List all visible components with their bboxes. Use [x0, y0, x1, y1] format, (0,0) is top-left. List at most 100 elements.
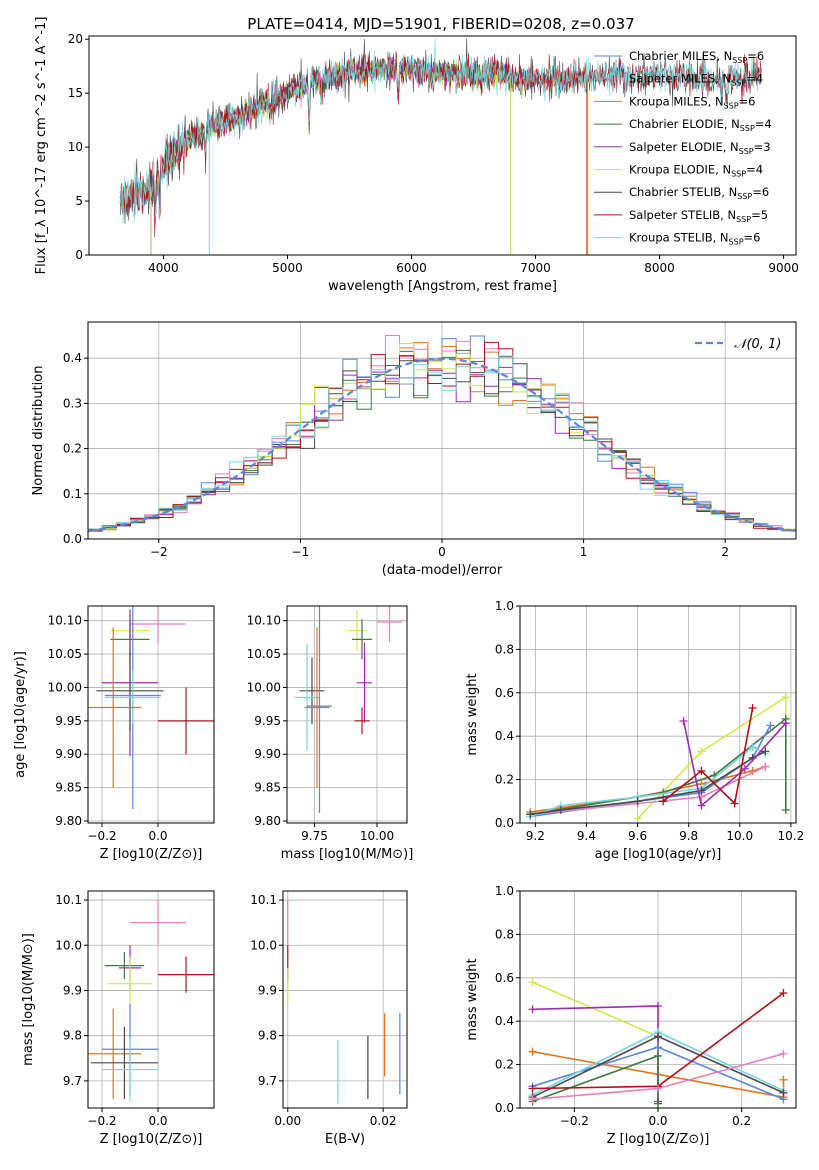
y-tick-label: 10.05	[247, 647, 281, 661]
axes-frame	[519, 605, 797, 824]
y-tick-label: 0.2	[495, 1058, 514, 1072]
panel-age_vs_mass: 9.75 10.00 9.80 9.85 9.90 9.95 10.00 10.05 10.10…	[247, 605, 413, 862]
gaussian-reference-line	[88, 357, 796, 533]
x-tick-label: 6000	[396, 261, 427, 275]
panel-age_vs_Z: −0.2 0.0 9.80 9.85 9.90 9.95 10.00 10.05 10.10 Z …	[13, 605, 215, 862]
y-tick-label: 10.0	[250, 938, 277, 952]
legend-subscript: SSP	[737, 192, 752, 201]
series-chabrier-elodie	[528, 1051, 662, 1108]
y-tick-label: 20	[68, 32, 83, 46]
errorbar-kroupa-miles	[88, 1008, 142, 1099]
y-tick-label: 10.10	[48, 614, 82, 628]
plot-area	[119, 38, 762, 255]
y-tick-label: 9.95	[55, 714, 82, 728]
series-marker	[730, 799, 739, 808]
y-tick-label: 0.3	[63, 396, 82, 410]
errorbar-salpeter-stelib	[354, 707, 370, 735]
x-tick-label: 0.00	[274, 1114, 301, 1128]
errorbar-salpeter-miles	[130, 606, 186, 645]
series-marker	[528, 1005, 537, 1014]
legend-label-salpeter-stelib: Salpeter STELIB, NSSP=5	[629, 208, 768, 224]
series-marker	[779, 1049, 788, 1058]
figure-title: PLATE=0414, MJD=51901, FIBERID=0208, z=0…	[247, 15, 634, 33]
errorbar-salpeter-elodie	[357, 642, 372, 723]
y-tick-label: 9.90	[55, 747, 82, 761]
legend-label-salpeter-elodie: Salpeter ELODIE, NSSP=3	[629, 140, 771, 156]
x-tick-label: 10.2	[778, 829, 805, 843]
series-marker	[748, 743, 757, 752]
series-marker	[779, 988, 788, 997]
axes-frame	[282, 890, 408, 1109]
series-marker	[528, 1084, 537, 1093]
series-marker	[654, 1099, 662, 1108]
y-tick-label: 10.00	[247, 680, 281, 694]
x-tick-label: 0.0	[148, 829, 167, 843]
errorbar-salpeter-miles	[130, 900, 186, 946]
y-tick-label: 0.8	[495, 927, 514, 941]
x-axis-label: Z [log10(Z/Z⊙)]	[100, 847, 203, 862]
panel-mass_vs_EBV: 0.00 0.02 9.7 9.8 9.9 10.0 10.1 E(B-V)	[250, 890, 408, 1147]
x-tick-label: 0.0	[148, 1114, 167, 1128]
errorbar-salpeter-stelib	[158, 956, 214, 993]
series-marker	[654, 1043, 662, 1052]
spectrum-line-kroupa-stelib	[119, 38, 762, 223]
spectrum-legend: Chabrier MILES, NSSP=6 Salpeter MILES, NS…	[594, 49, 772, 247]
x-tick-label: 10.0	[726, 829, 753, 843]
errorbar-chabrier-stelib	[96, 650, 164, 731]
series-line	[662, 707, 754, 806]
y-tick-label: 9.85	[254, 781, 281, 795]
series-marker	[679, 717, 688, 726]
series-marker	[654, 1051, 662, 1060]
legend-nssp-value: =3	[754, 140, 771, 154]
series-marker	[781, 693, 790, 702]
series-marker	[781, 805, 790, 814]
x-tick-label: 9.75	[301, 829, 328, 843]
axes-frame	[286, 605, 408, 824]
spectrum-line-salpeter-elodie	[150, 56, 511, 255]
errorbar-kroupa-elodie	[107, 956, 153, 1011]
x-axis-label: wavelength [Angstrom, rest frame]	[328, 279, 557, 294]
plot-area	[528, 978, 788, 1108]
y-tick-label: 10.0	[55, 938, 82, 952]
errorbar-chabrier-stelib	[299, 657, 325, 725]
y-tick-label: 9.7	[258, 1074, 277, 1088]
legend-nssp-value: =4	[746, 163, 763, 177]
legend-label-gaussian: 𝒩(0, 1)	[734, 337, 781, 352]
legend-subscript: SSP	[736, 215, 751, 224]
y-tick-label: 9.9	[63, 983, 82, 997]
y-tick-label: 9.80	[254, 814, 281, 828]
legend-label-kroupa-stelib: Kroupa STELIB, NSSP=6	[629, 231, 760, 247]
legend-subscript: SSP	[731, 79, 746, 88]
x-axis-label: age [log10(age/yr)]	[595, 847, 722, 862]
y-tick-label: 5	[75, 194, 83, 208]
legend-subscript: SSP	[732, 56, 747, 65]
y-tick-label: 0.4	[495, 1014, 514, 1028]
errorbar-chabrier-miles	[307, 606, 332, 813]
y-tick-label: 10.00	[48, 680, 82, 694]
panel-massweight_vs_Z: −0.2 0.0 0.2 0.0 0.2 0.4 0.6 0.8 1.0 Z [log10(Z/Z…	[465, 884, 797, 1147]
plot-area	[526, 693, 790, 823]
series-marker	[633, 814, 642, 823]
errorbar-salpeter-miles	[377, 606, 402, 643]
series-marker	[633, 797, 642, 806]
x-tick-label: 1	[580, 545, 588, 559]
series-salpeter-miles	[528, 1049, 788, 1104]
errorbar-kroupa-stelib	[102, 1037, 158, 1102]
y-tick-label: 10.1	[55, 893, 82, 907]
series-marker	[740, 764, 749, 773]
x-tick-label: 10.00	[360, 829, 394, 843]
y-tick-label: 0	[75, 248, 83, 262]
series-chabrier-elodie	[526, 714, 790, 819]
series-marker	[528, 978, 537, 987]
series-marker	[654, 1032, 662, 1041]
legend-subscript: SSP	[729, 238, 744, 247]
histogram-kroupa-stelib	[88, 355, 796, 533]
errorbar-kroupa-stelib	[294, 644, 320, 751]
series-salpeter-stelib	[659, 703, 757, 808]
series-marker	[697, 766, 706, 775]
series-marker	[761, 762, 770, 771]
series-marker	[779, 1088, 788, 1097]
y-tick-label: 0.0	[63, 532, 82, 546]
x-tick-label: −0.2	[87, 829, 116, 843]
